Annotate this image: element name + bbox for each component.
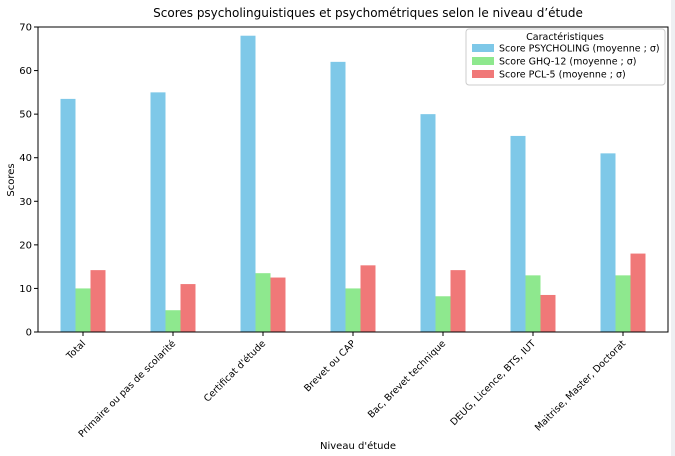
bar-s1-c5 bbox=[420, 114, 436, 333]
y-tick-label-6: 60 bbox=[19, 66, 32, 77]
bar-s2-c7 bbox=[615, 275, 631, 332]
bar-s3-c6 bbox=[540, 294, 556, 332]
x-tick-label-4: Bac, Brevet technique bbox=[366, 338, 448, 420]
y-tick-label-2: 20 bbox=[19, 240, 32, 251]
bar-s1-c6 bbox=[510, 135, 526, 332]
bar-s1-c4 bbox=[330, 61, 346, 332]
x-axis-label: Niveau d'étude bbox=[320, 440, 396, 452]
legend-swatch-2 bbox=[472, 57, 494, 65]
x-tick-label-3: Brevet ou CAP bbox=[302, 338, 358, 394]
legend-label-3: Score PCL-5 (moyenne ; σ) bbox=[499, 70, 626, 81]
chart-title: Scores psycholinguistiques et psychométr… bbox=[153, 6, 583, 20]
x-tick-label-2: Certificat d'étude bbox=[202, 338, 268, 404]
bar-s1-c3 bbox=[240, 35, 256, 332]
bars-layer bbox=[60, 35, 646, 333]
legend-label-1: Score PSYCHOLING (moyenne ; σ) bbox=[499, 44, 660, 55]
legend-swatch-3 bbox=[472, 70, 494, 78]
x-tick-label-5: DEUG, Licence, BTS, IUT bbox=[448, 338, 538, 428]
bar-s1-c1 bbox=[60, 98, 76, 333]
bar-s2-c1 bbox=[75, 288, 91, 332]
bar-s2-c4 bbox=[345, 288, 361, 332]
y-tick-label-3: 30 bbox=[19, 197, 32, 208]
bar-s3-c2 bbox=[180, 284, 196, 332]
plot-frame bbox=[37, 26, 669, 333]
y-tick-label-4: 40 bbox=[19, 153, 32, 164]
legend: Caractéristiques Score PSYCHOLING (moyen… bbox=[465, 28, 666, 86]
y-tick-label-5: 50 bbox=[19, 110, 32, 121]
x-tick-label-1: Primaire ou pas de scolarité bbox=[77, 338, 179, 440]
bar-s3-c5 bbox=[450, 270, 466, 332]
y-axis: 0 10 20 30 40 50 60 70 bbox=[19, 23, 38, 339]
y-tick-label-1: 10 bbox=[19, 284, 32, 295]
legend-swatch-1 bbox=[472, 44, 494, 52]
legend-title: Caractéristiques bbox=[526, 32, 604, 43]
bar-s3-c1 bbox=[90, 270, 106, 332]
x-tick-label-6: Maitrise, Master, Doctorat bbox=[533, 338, 628, 433]
window-edge bbox=[671, 0, 675, 456]
y-tick-label-7: 70 bbox=[19, 23, 32, 34]
bar-s2-c6 bbox=[525, 275, 541, 332]
y-axis-label: Scores bbox=[6, 163, 17, 196]
bar-s2-c2 bbox=[165, 310, 181, 332]
legend-box bbox=[465, 28, 666, 86]
bar-s2-c5 bbox=[435, 296, 451, 332]
x-tick-label-0: Total bbox=[64, 338, 88, 362]
legend-label-2: Score GHQ-12 (moyenne ; σ) bbox=[499, 57, 637, 68]
y-tick-label-0: 0 bbox=[26, 328, 32, 339]
bar-s3-c4 bbox=[360, 265, 376, 332]
bar-s1-c2 bbox=[150, 92, 166, 332]
bar-s3-c3 bbox=[270, 277, 286, 332]
bar-s1-c7 bbox=[600, 153, 616, 332]
bar-s3-c7 bbox=[630, 253, 646, 332]
bar-s2-c3 bbox=[255, 273, 271, 332]
